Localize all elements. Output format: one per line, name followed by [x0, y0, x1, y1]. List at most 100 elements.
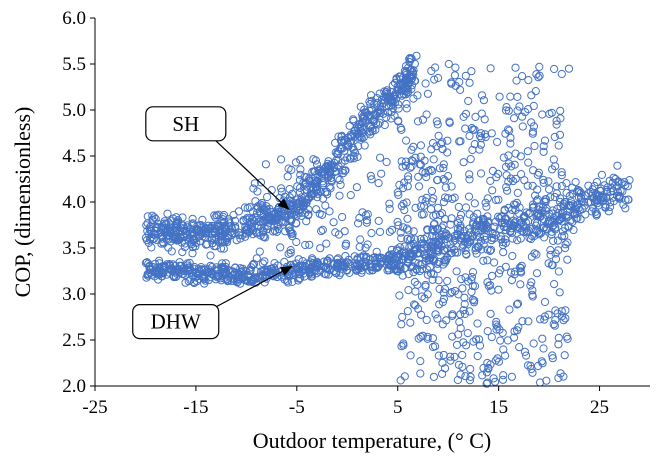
- data-point: [431, 310, 440, 319]
- data-point: [305, 260, 314, 269]
- data-point: [501, 351, 510, 360]
- data-point: [518, 72, 527, 81]
- data-point: [187, 240, 196, 249]
- data-point: [169, 235, 178, 244]
- data-point: [186, 224, 195, 233]
- data-point: [397, 342, 406, 351]
- data-point: [179, 269, 188, 278]
- data-point: [255, 247, 264, 256]
- data-point: [294, 255, 303, 264]
- data-point: [362, 218, 371, 227]
- data-point: [391, 261, 400, 270]
- data-point: [198, 215, 207, 224]
- data-point: [428, 197, 437, 206]
- data-point: [434, 224, 443, 233]
- data-point: [547, 217, 557, 226]
- data-point: [539, 344, 548, 353]
- data-point: [250, 179, 259, 188]
- data-point: [533, 185, 542, 194]
- data-point: [332, 269, 341, 278]
- data-point: [507, 276, 516, 285]
- data-point: [492, 173, 501, 182]
- data-point: [251, 197, 260, 206]
- data-point: [534, 168, 544, 177]
- data-point: [223, 237, 232, 247]
- data-point: [346, 132, 355, 141]
- data-point: [548, 209, 557, 218]
- data-point: [539, 175, 548, 184]
- data-point: [469, 125, 478, 134]
- data-point: [501, 238, 510, 248]
- x-axis-title: Outdoor temperature, (° C): [253, 428, 492, 453]
- data-point: [211, 213, 220, 222]
- data-point: [421, 280, 430, 290]
- data-point: [473, 216, 483, 225]
- data-point: [434, 276, 443, 285]
- data-point: [399, 339, 408, 348]
- data-point: [259, 232, 268, 241]
- data-point: [308, 167, 317, 176]
- data-point: [588, 189, 598, 198]
- data-point: [486, 176, 495, 185]
- data-point: [358, 112, 367, 122]
- data-point: [398, 162, 407, 171]
- data-point: [345, 268, 354, 277]
- callout-box: [145, 106, 227, 142]
- data-point: [261, 217, 270, 226]
- data-point: [539, 178, 548, 187]
- data-point: [288, 277, 297, 286]
- data-point: [397, 234, 406, 243]
- data-point: [493, 354, 502, 363]
- data-point: [456, 324, 465, 333]
- data-point: [305, 264, 314, 273]
- data-point: [217, 238, 227, 247]
- data-point: [527, 118, 536, 127]
- data-point: [516, 280, 525, 289]
- data-point: [550, 132, 559, 142]
- data-point: [315, 261, 324, 270]
- data-point: [470, 296, 479, 305]
- data-point: [524, 317, 533, 326]
- data-point: [298, 196, 307, 205]
- data-point: [160, 217, 169, 226]
- data-point: [465, 307, 474, 316]
- data-point: [423, 226, 432, 235]
- data-point: [540, 312, 550, 321]
- data-point: [394, 116, 403, 125]
- data-point: [363, 240, 372, 249]
- data-point: [354, 120, 363, 130]
- data-point: [533, 211, 542, 220]
- data-point: [354, 219, 363, 228]
- data-point: [501, 162, 511, 172]
- data-point: [337, 136, 346, 145]
- data-point: [560, 351, 569, 360]
- data-point: [459, 158, 468, 167]
- data-point: [592, 209, 601, 219]
- data-point: [502, 106, 511, 115]
- data-point: [340, 146, 349, 155]
- data-point: [564, 221, 573, 231]
- data-point: [385, 204, 394, 213]
- data-point: [164, 218, 173, 227]
- data-point: [406, 318, 415, 327]
- data-point: [287, 215, 296, 224]
- data-point: [266, 268, 275, 278]
- data-point: [420, 201, 429, 210]
- data-point: [539, 224, 548, 233]
- data-point: [540, 136, 550, 145]
- data-point: [301, 240, 310, 250]
- data-point: [602, 185, 611, 194]
- data-point: [532, 250, 541, 259]
- data-point: [361, 108, 370, 117]
- data-point: [333, 174, 342, 183]
- data-point: [529, 339, 538, 348]
- data-point: [421, 79, 430, 88]
- data-point: [466, 372, 475, 381]
- y-tick-label: 4.0: [62, 192, 86, 213]
- data-point: [433, 314, 442, 323]
- data-point: [261, 160, 270, 169]
- data-point: [541, 206, 550, 215]
- data-point: [434, 73, 443, 83]
- data-point: [329, 218, 338, 227]
- data-point: [483, 256, 492, 265]
